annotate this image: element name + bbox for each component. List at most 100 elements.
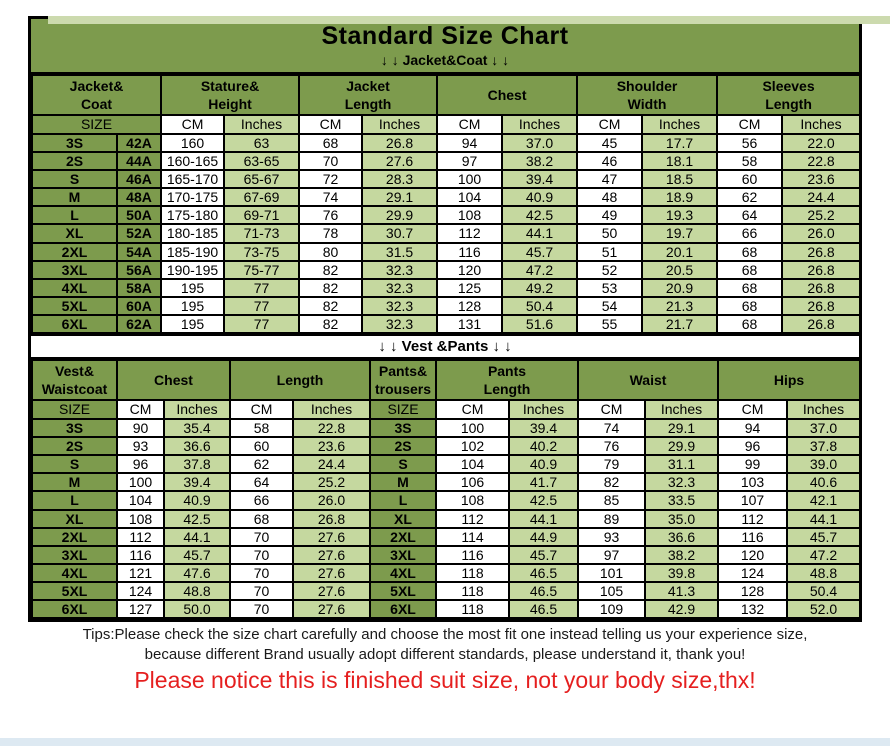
jacket-length-inches-cell: 32.3 <box>361 259 439 280</box>
vest-length-inches-cell: 27.6 <box>292 580 371 601</box>
unit-header-cell: Inches <box>781 114 862 135</box>
vest-length-inches-cell: 26.8 <box>292 508 371 529</box>
unit-header-cell: CM <box>298 114 364 135</box>
vest-size-label-cell: S <box>31 454 118 475</box>
vest-chest-cm-cell: 121 <box>116 562 165 583</box>
sleeves-inches-cell: 22.0 <box>781 132 862 154</box>
pants-length-inches-cell: 40.2 <box>508 436 579 457</box>
jacket-length-cm-cell: 82 <box>298 295 364 316</box>
unit-header-cell: CM <box>160 114 226 135</box>
size-label-cell: XL <box>31 223 118 244</box>
pants-length-cm-cell: 102 <box>435 436 510 457</box>
stature-cm-cell: 175-180 <box>160 205 226 226</box>
stature-inches-cell: 63 <box>223 132 301 154</box>
stature-cm-cell: 160 <box>160 132 226 154</box>
pants-size-label-cell: 4XL <box>369 562 437 583</box>
vest-length-inches-cell: 23.6 <box>292 436 371 457</box>
vest-size-label-cell: 3XL <box>31 544 118 565</box>
pants-length-cm-cell: 104 <box>435 454 510 475</box>
jacket-section-label: ↓ ↓ Jacket&Coat ↓ ↓ <box>380 52 510 68</box>
pants-length-inches-cell: 45.7 <box>508 544 579 565</box>
hips-cm-cell: 116 <box>717 526 789 547</box>
unit-header-cell: CM <box>116 399 165 421</box>
sleeves-inches-cell: 26.0 <box>781 223 862 244</box>
chest-cm-cell: 131 <box>436 313 504 335</box>
hips-inches-cell: 37.8 <box>786 436 862 457</box>
jacket-length-inches-cell: 32.3 <box>361 313 439 335</box>
chest-inches-cell: 39.4 <box>501 169 579 190</box>
waist-cm-cell: 93 <box>577 526 646 547</box>
size-label-cell: L <box>31 205 118 226</box>
jacket-length-cm-cell: 70 <box>298 151 364 172</box>
waist-inches-cell: 29.9 <box>643 436 720 457</box>
pants-size-label-cell: 2XL <box>369 526 437 547</box>
vest-size-label-cell: 3S <box>31 418 118 439</box>
vest-size-label-cell: 4XL <box>31 562 118 583</box>
stature-cm-cell: 170-175 <box>160 187 226 208</box>
jacket-size-row: 3S 42A 160 63 68 26.8 94 37.0 45 17.7 56… <box>31 132 862 154</box>
pants-length-cm-cell: 106 <box>435 472 510 493</box>
size-code-cell: 62A <box>115 313 163 335</box>
unit-header-cell: CM <box>576 114 644 135</box>
jacket-length-inches-cell: 26.8 <box>361 132 439 154</box>
vest-chest-inches-cell: 35.4 <box>163 418 231 439</box>
chest-inches-cell: 51.6 <box>501 313 579 335</box>
size-code-cell: 42A <box>115 132 163 154</box>
vest-chest-cm-cell: 96 <box>116 454 165 475</box>
sleeves-inches-cell: 23.6 <box>781 169 862 190</box>
size-chart: Standard Size Chart ↓ ↓ Jacket&Coat ↓ ↓ … <box>28 16 862 623</box>
column-group-stature-height: Stature& Height <box>160 74 301 116</box>
hips-cm-cell: 99 <box>717 454 789 475</box>
column-group-hips: Hips <box>717 359 862 402</box>
unit-header-cell: Inches <box>641 114 719 135</box>
sleeves-cm-cell: 60 <box>716 169 784 190</box>
jacket-length-inches-cell: 32.3 <box>361 295 439 316</box>
hips-cm-cell: 107 <box>717 490 789 511</box>
unit-header-cell: CM <box>577 399 646 421</box>
shoulder-cm-cell: 54 <box>576 295 644 316</box>
vest-size-row: 2S 93 36.6 60 23.6 2S 102 40.2 76 29.9 9… <box>31 436 862 457</box>
vest-length-cm-cell: 70 <box>229 526 294 547</box>
vest-chest-inches-cell: 40.9 <box>163 490 231 511</box>
waist-cm-cell: 74 <box>577 418 646 439</box>
size-header-cell: SIZE <box>30 114 163 135</box>
jacket-length-cm-cell: 82 <box>298 313 364 335</box>
jacket-size-row: 4XL 58A 195 77 82 32.3 125 49.2 53 20.9 … <box>31 277 862 298</box>
pants-size-label-cell: L <box>369 490 437 511</box>
sleeves-cm-cell: 56 <box>716 132 784 154</box>
jacket-header-row: Jacket& Coat Stature& Height Jacket Leng… <box>30 74 862 116</box>
vest-length-inches-cell: 27.6 <box>292 598 371 620</box>
jacket-length-cm-cell: 82 <box>298 259 364 280</box>
column-group-pants-length: Pants Length <box>435 359 579 402</box>
vest-chest-inches-cell: 39.4 <box>163 472 231 493</box>
vest-length-inches-cell: 27.6 <box>292 526 371 547</box>
size-label-cell: 2S <box>31 151 118 172</box>
hips-inches-cell: 40.6 <box>786 472 862 493</box>
waist-cm-cell: 109 <box>577 598 646 620</box>
vest-size-label-cell: 5XL <box>31 580 118 601</box>
column-group-jacket-coat: Jacket& Coat <box>30 74 163 116</box>
finished-size-notice: Please notice this is finished suit size… <box>134 667 756 694</box>
sleeves-inches-cell: 25.2 <box>781 205 862 226</box>
chest-cm-cell: 104 <box>436 187 504 208</box>
vest-length-cm-cell: 70 <box>229 544 294 565</box>
waist-cm-cell: 105 <box>577 580 646 601</box>
size-code-cell: 58A <box>115 277 163 298</box>
vest-chest-cm-cell: 112 <box>116 526 165 547</box>
stature-inches-cell: 67-69 <box>223 187 301 208</box>
vest-length-cm-cell: 70 <box>229 580 294 601</box>
size-label-cell: M <box>31 187 118 208</box>
pants-length-cm-cell: 118 <box>435 580 510 601</box>
unit-header-cell: CM <box>717 399 789 421</box>
shoulder-inches-cell: 18.5 <box>641 169 719 190</box>
shoulder-inches-cell: 20.1 <box>641 241 719 262</box>
stature-inches-cell: 71-73 <box>223 223 301 244</box>
unit-header-cell: CM <box>716 114 784 135</box>
shoulder-cm-cell: 49 <box>576 205 644 226</box>
vest-length-inches-cell: 27.6 <box>292 544 371 565</box>
chest-cm-cell: 112 <box>436 223 504 244</box>
unit-header-cell: CM <box>435 399 510 421</box>
waist-inches-cell: 41.3 <box>643 580 720 601</box>
size-code-cell: 60A <box>115 295 163 316</box>
vest-size-label-cell: M <box>31 472 118 493</box>
